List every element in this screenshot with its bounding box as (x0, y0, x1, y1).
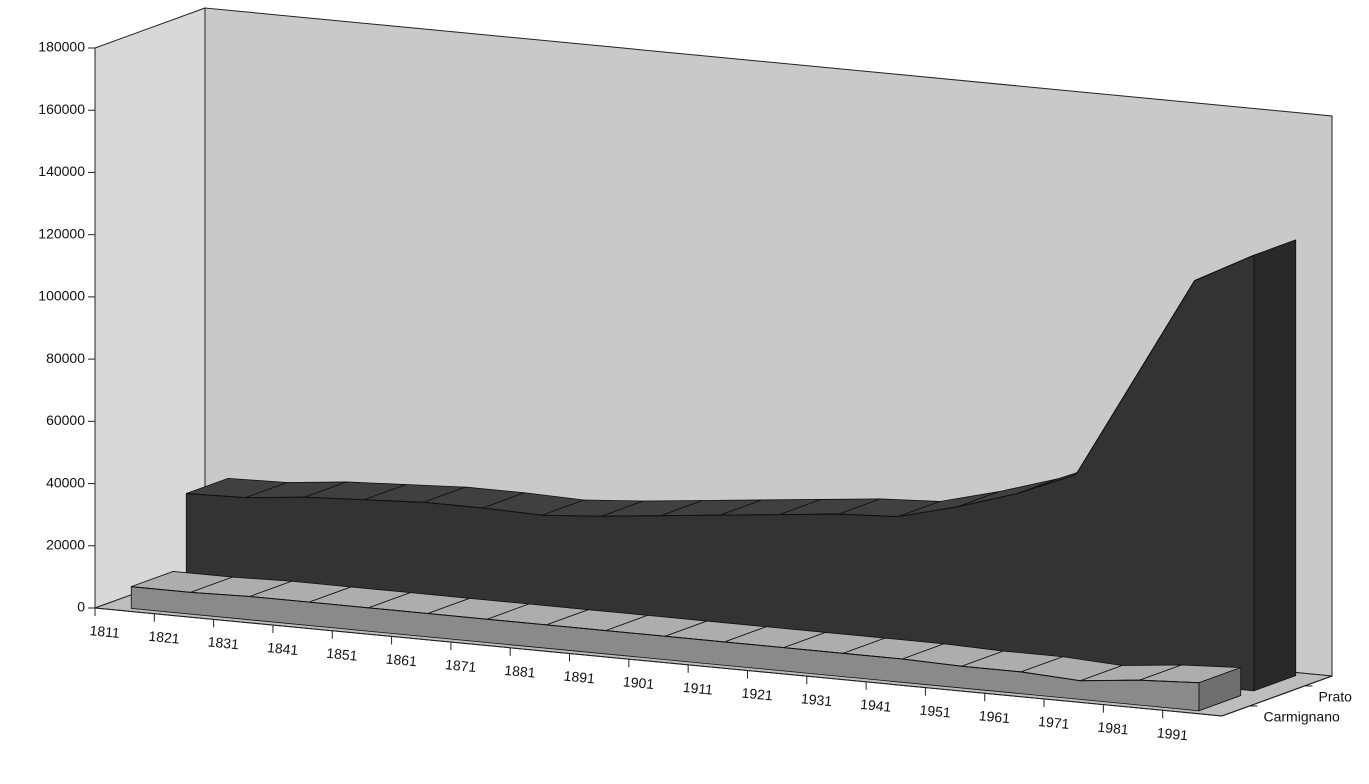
x-tick-label: 1941 (860, 696, 893, 715)
y-tick-label: 80000 (46, 350, 85, 366)
x-axis (94, 607, 1223, 717)
x-tick-label: 1891 (563, 668, 596, 687)
legend-label: Prato (1319, 689, 1353, 705)
x-tick-label: 1971 (1038, 713, 1071, 732)
x-tick-label: 1991 (1156, 724, 1189, 743)
x-tick-label: 1861 (385, 651, 418, 670)
x-tick-label: 1811 (89, 622, 121, 641)
y-tick-label: 40000 (46, 474, 85, 490)
x-tick-label: 1911 (682, 679, 714, 698)
series-line (131, 586, 1199, 684)
x-tick-label: 1901 (622, 673, 655, 692)
y-tick-label: 20000 (46, 536, 85, 552)
legend-label: Carmignano (1264, 709, 1340, 725)
x-tick-label: 1821 (148, 628, 181, 647)
y-tick-label: 60000 (46, 412, 85, 428)
x-tick-label: 1831 (207, 633, 240, 652)
x-tick-label: 1871 (444, 656, 477, 675)
x-tick-label: 1951 (919, 702, 952, 721)
x-tick-label: 1931 (800, 690, 833, 709)
y-tick-label: 0 (77, 599, 85, 615)
x-tick-label: 1961 (978, 707, 1011, 726)
end-face (1253, 239, 1297, 692)
x-tick-label: 1841 (266, 639, 299, 658)
x-tick-label: 1921 (741, 685, 774, 704)
y-tick-label: 160000 (38, 101, 85, 117)
y-tick-label: 180000 (38, 39, 85, 55)
x-tick-label: 1981 (1097, 719, 1130, 738)
y-tick-label: 100000 (38, 288, 85, 304)
x-tick-label: 1851 (326, 645, 359, 664)
depth-axis (1221, 675, 1333, 717)
y-tick-label: 120000 (38, 225, 85, 241)
series-line (186, 254, 1255, 518)
y-tick-label: 140000 (38, 163, 85, 179)
x-tick-label: 1881 (504, 662, 537, 681)
